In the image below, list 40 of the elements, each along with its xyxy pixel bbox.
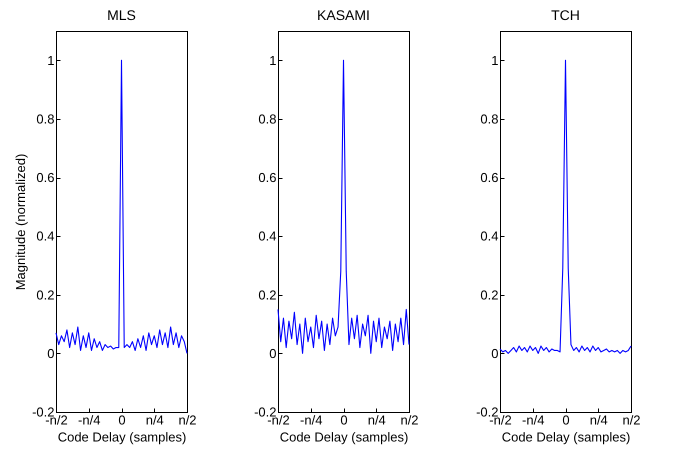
chart-title: MLS xyxy=(107,7,136,23)
y-tick-label: 0.8 xyxy=(258,111,276,126)
y-tick-label: 1 xyxy=(269,52,276,68)
x-axis-title: Code Delay (samples) xyxy=(58,430,186,444)
x-tick-label: -n/4 xyxy=(300,412,322,428)
x-axis-title: Code Delay (samples) xyxy=(502,430,630,444)
x-tick-label: -n/4 xyxy=(78,412,100,428)
y-tick-label: 1 xyxy=(491,52,498,68)
y-tick-label: 0 xyxy=(269,346,276,361)
y-tick-label: 0.6 xyxy=(258,170,276,186)
x-tick-label: n/2 xyxy=(178,412,197,428)
x-tick-label: -n/4 xyxy=(522,412,544,428)
y-tick-label: 0.4 xyxy=(480,228,498,244)
chart-title: KASAMI xyxy=(317,7,370,23)
x-tick-label: n/2 xyxy=(400,412,419,428)
x-tick-label: n/4 xyxy=(590,412,608,428)
y-tick-label: 0.4 xyxy=(36,228,54,244)
line-series xyxy=(55,60,188,354)
line-series xyxy=(499,60,632,354)
y-tick-label: 0 xyxy=(491,346,498,361)
y-tick-label: 0.2 xyxy=(36,287,54,302)
x-tick-label: n/2 xyxy=(622,412,641,428)
y-tick-label: 1 xyxy=(47,52,54,68)
y-tick-label: 0.2 xyxy=(258,287,276,302)
x-tick-label: n/4 xyxy=(368,412,386,428)
y-tick-label: 0.6 xyxy=(36,170,54,186)
y-tick-label: 0.8 xyxy=(36,111,54,126)
x-tick-label: n/4 xyxy=(146,412,164,428)
y-tick-label: 0 xyxy=(47,346,54,361)
y-tick-label: 0.2 xyxy=(480,287,498,302)
y-tick-label: 0.4 xyxy=(258,228,276,244)
x-tick-label: 0 xyxy=(340,412,348,428)
chart-title: TCH xyxy=(551,7,580,23)
y-tick-label: 0.6 xyxy=(480,170,498,186)
x-axis-title: Code Delay (samples) xyxy=(280,430,408,444)
line-series xyxy=(277,60,410,354)
y-tick-label: 0.8 xyxy=(480,111,498,126)
x-tick-label: 0 xyxy=(562,412,570,428)
y-axis-title: Magnitude (normalized) xyxy=(13,154,28,290)
x-tick-label: 0 xyxy=(118,412,126,428)
